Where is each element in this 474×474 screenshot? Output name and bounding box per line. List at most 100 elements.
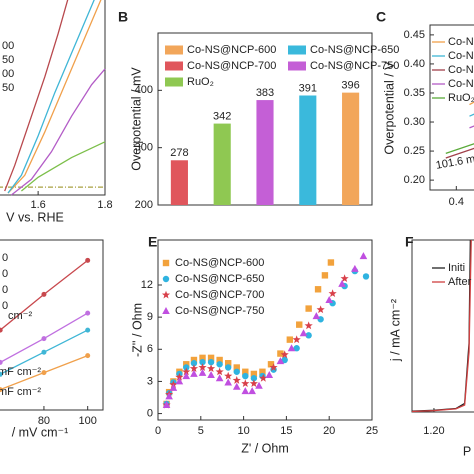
x-axis-label: Z' / Ohm bbox=[241, 441, 289, 455]
marker bbox=[162, 401, 171, 408]
marker bbox=[241, 387, 250, 395]
marker bbox=[199, 358, 206, 366]
marker bbox=[85, 327, 91, 333]
marker bbox=[224, 364, 232, 371]
x-tick-label: 0.4 bbox=[449, 196, 464, 208]
value-label: 396 bbox=[341, 80, 359, 92]
y-tick-label: 0.30 bbox=[404, 116, 425, 128]
x-tick-label: 0 bbox=[155, 425, 161, 437]
annotation: 101.6 m bbox=[435, 153, 474, 172]
marker bbox=[233, 364, 240, 371]
x-tick-label: 5 bbox=[198, 425, 204, 437]
bar bbox=[170, 160, 188, 205]
legend-label: Co-NS bbox=[448, 50, 474, 62]
marker bbox=[216, 361, 223, 368]
marker bbox=[161, 290, 171, 299]
line bbox=[7, 0, 102, 194]
marker bbox=[233, 368, 240, 375]
legend-label: 0 bbox=[2, 252, 8, 264]
marker bbox=[281, 356, 288, 364]
marker bbox=[321, 272, 329, 279]
y-tick-label: 0.35 bbox=[404, 87, 425, 99]
marker bbox=[207, 358, 215, 366]
y-tick-label: 12 bbox=[141, 279, 153, 291]
plot-frame bbox=[0, 0, 106, 196]
marker bbox=[198, 363, 207, 371]
panel-label: C bbox=[376, 9, 386, 25]
x-tick-label: 1.6 bbox=[30, 199, 45, 211]
marker bbox=[304, 321, 313, 330]
marker bbox=[286, 336, 294, 343]
marker bbox=[314, 286, 322, 293]
marker bbox=[183, 361, 190, 368]
marker bbox=[199, 354, 206, 362]
x-tick-label: 20 bbox=[323, 425, 335, 437]
marker bbox=[242, 368, 249, 375]
legend-label: Co-NS@NCP-650 bbox=[310, 44, 399, 56]
marker bbox=[162, 259, 170, 267]
marker bbox=[327, 259, 335, 266]
marker bbox=[242, 372, 249, 380]
marker bbox=[162, 275, 170, 283]
marker bbox=[0, 387, 3, 393]
marker bbox=[338, 279, 346, 287]
legend-label: 00 bbox=[2, 40, 14, 52]
y-tick-label: 9 bbox=[147, 311, 153, 323]
legend-label: 50 bbox=[2, 82, 14, 94]
marker bbox=[250, 375, 258, 382]
y-tick-label: 6 bbox=[147, 343, 153, 355]
legend-label: RuO₂ bbox=[187, 76, 214, 88]
legend-swatch bbox=[165, 61, 183, 71]
marker bbox=[182, 372, 191, 380]
y-tick-label: 0.25 bbox=[404, 145, 425, 157]
line bbox=[445, 143, 474, 155]
marker bbox=[207, 371, 215, 378]
marker bbox=[232, 382, 241, 390]
panel-label: B bbox=[118, 9, 128, 25]
legend-label: 00 bbox=[2, 68, 14, 80]
marker bbox=[41, 291, 47, 297]
legend-label: Co-NS bbox=[448, 36, 474, 48]
marker bbox=[340, 274, 349, 283]
legend-label: 0 bbox=[2, 300, 8, 312]
marker bbox=[85, 310, 91, 316]
line bbox=[10, 68, 106, 196]
marker bbox=[241, 379, 250, 388]
marker bbox=[250, 370, 258, 378]
marker bbox=[265, 371, 274, 378]
legend-swatch bbox=[165, 45, 183, 55]
marker bbox=[296, 321, 303, 328]
legend-label: 50 bbox=[2, 54, 14, 66]
bar bbox=[213, 123, 231, 205]
marker bbox=[0, 371, 3, 377]
legend-label: RuO₂ bbox=[448, 92, 474, 104]
legend-label: After bbox=[448, 276, 472, 288]
marker bbox=[215, 367, 224, 376]
line bbox=[469, 125, 474, 129]
x-tick-label: 25 bbox=[366, 425, 378, 437]
plot-frame bbox=[0, 239, 104, 411]
marker bbox=[287, 344, 296, 352]
marker bbox=[305, 332, 312, 339]
marker bbox=[85, 257, 91, 263]
marker bbox=[215, 374, 224, 382]
marker bbox=[207, 354, 215, 362]
legend-label: Co-NS@NCP-600 bbox=[175, 257, 264, 269]
legend-label: Co-NS bbox=[448, 64, 474, 76]
marker bbox=[169, 383, 178, 391]
marker bbox=[206, 364, 216, 373]
y-tick-label: 200 bbox=[135, 199, 153, 211]
marker bbox=[292, 335, 301, 344]
marker bbox=[41, 336, 47, 342]
marker bbox=[328, 289, 337, 298]
marker bbox=[162, 307, 170, 314]
marker bbox=[351, 264, 359, 272]
bar bbox=[342, 92, 360, 205]
annotation: mF cm⁻² bbox=[0, 386, 41, 398]
annotation: cm⁻² bbox=[8, 310, 32, 322]
line bbox=[445, 147, 474, 159]
y-tick-label: 0.20 bbox=[404, 174, 425, 186]
line bbox=[7, 0, 95, 194]
marker bbox=[249, 379, 258, 388]
legend-label: Initi bbox=[448, 262, 465, 274]
